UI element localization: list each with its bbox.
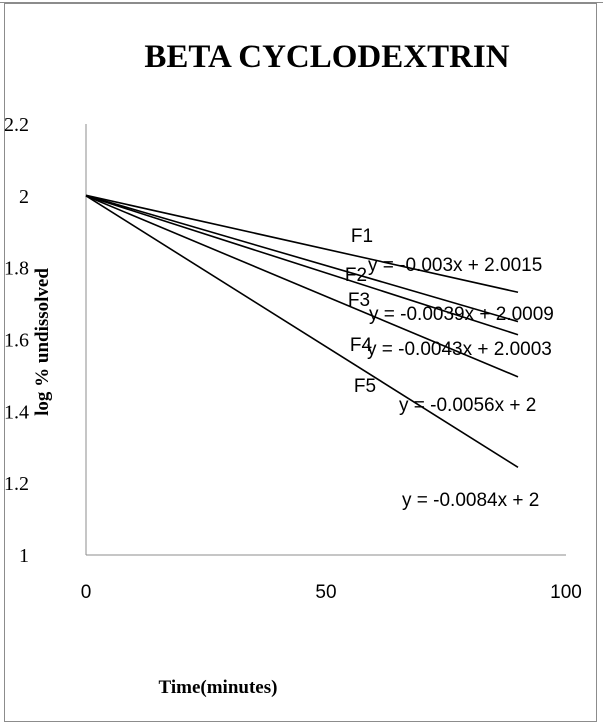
x-tick-label: 0 <box>81 582 92 603</box>
x-axis-label: Time(minutes) <box>159 677 278 698</box>
equation-f2: y = -0.0039x + 2.0009 <box>369 304 554 325</box>
series-lines <box>85 194 519 469</box>
series-line-f1 <box>85 194 519 294</box>
series-label-f5: F5 <box>354 376 376 397</box>
y-axis-label: log % undissolved <box>32 268 53 416</box>
series-line-f3 <box>85 194 519 336</box>
equation-f5: y = -0.0084x + 2 <box>402 490 539 511</box>
series-labels: F1 F2 F3 F4 F5 <box>345 226 376 397</box>
series-label-f2: F2 <box>345 265 367 286</box>
series-label-f1: F1 <box>351 226 373 247</box>
series-line-f4 <box>85 195 519 378</box>
chart-frame <box>4 3 597 722</box>
y-tick-label: 2.2 <box>4 114 29 136</box>
chart-title: BETA CYCLODEXTRIN <box>144 39 509 75</box>
series-label-f4: F4 <box>350 335 373 356</box>
equation-f4: y = -0.0056x + 2 <box>399 395 536 416</box>
y-tick-label: 1.8 <box>4 258 29 280</box>
y-tick-label: 1.2 <box>4 473 29 495</box>
trendline-equations: y = -0.003x + 2.0015 y = -0.0039x + 2.000… <box>367 255 554 511</box>
series-line-f5 <box>85 195 519 469</box>
y-tick-label: 1.6 <box>4 330 29 352</box>
y-tick-labels: 1 1.2 1.4 1.6 1.8 2 2.2 <box>4 114 29 567</box>
y-tick-label: 1 <box>19 545 29 567</box>
y-tick-label: 1.4 <box>4 401 29 423</box>
y-tick-label: 2 <box>19 186 29 208</box>
equation-f3: y = -0.0043x + 2.0003 <box>367 339 552 360</box>
series-line-f2 <box>85 194 519 323</box>
x-tick-label: 100 <box>550 582 582 603</box>
x-tick-labels: 0 50 100 <box>81 582 582 603</box>
x-tick-label: 50 <box>315 582 336 603</box>
series-label-f3: F3 <box>348 290 370 311</box>
equation-f1: y = -0.003x + 2.0015 <box>368 255 542 276</box>
top-border <box>0 0 603 3</box>
